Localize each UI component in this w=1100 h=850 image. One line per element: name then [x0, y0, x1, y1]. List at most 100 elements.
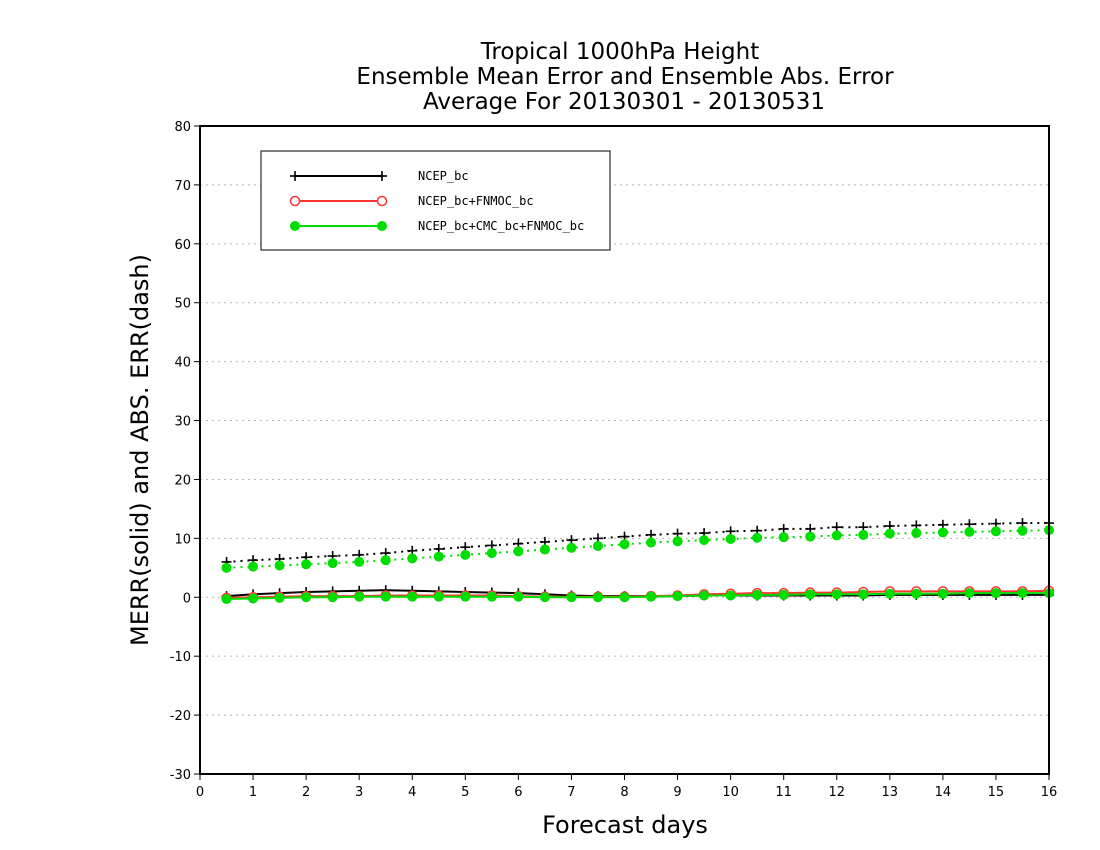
merr-point: [301, 592, 312, 603]
merr-point: [1017, 588, 1028, 599]
title-line-1: Tropical 1000hPa Height: [480, 39, 760, 65]
merr-point: [274, 592, 285, 603]
abs-err-point: [486, 548, 497, 559]
merr-point: [884, 588, 895, 599]
legend: NCEP_bc NCEP_bc+FNMOC_bc NCEP_bc+CMC_bc+FN…: [260, 150, 611, 251]
chart-title: Tropical 1000hPa Height Ensemble Mean Er…: [356, 39, 894, 115]
merr-point: [248, 593, 259, 604]
abs-err-point: [990, 526, 1001, 537]
x-tick-label: 13: [882, 785, 899, 800]
x-tick-label: 9: [673, 785, 681, 800]
y-tick-label: 70: [174, 179, 191, 194]
title-line-3: Average For 20130301 - 20130531: [423, 89, 825, 115]
legend-marker-start: [290, 221, 300, 231]
x-tick-label: 3: [355, 785, 363, 800]
abs-err-point: [937, 527, 948, 538]
merr-point: [937, 588, 948, 599]
x-tick-label: 4: [408, 785, 416, 800]
abs-err-point: [566, 542, 577, 553]
merr-point: [380, 591, 391, 602]
merr-point: [964, 588, 975, 599]
merr-point: [407, 591, 418, 602]
y-axis-ticks: -30 -20 -10 0 10 20 30 40 50 60 70 80: [170, 120, 200, 783]
abs-err-point: [646, 537, 657, 548]
merr-point: [672, 591, 683, 602]
merr-point: [646, 591, 657, 602]
abs-err-line: [226, 529, 1050, 569]
x-tick-label: 11: [775, 785, 792, 800]
merr-point: [619, 592, 630, 603]
merr-point: [433, 591, 444, 602]
merr-point: [486, 591, 497, 602]
abs-err-point: [805, 531, 816, 542]
merr-point: [513, 591, 524, 602]
abs-err-point: [619, 539, 630, 550]
x-tick-label: 8: [620, 785, 628, 800]
plot-series: [221, 518, 1055, 605]
plot-frame: [199, 125, 1050, 775]
abs-err-point: [354, 556, 365, 567]
merr-point: [831, 589, 842, 600]
title-line-2: Ensemble Mean Error and Ensemble Abs. Er…: [356, 64, 894, 90]
x-tick-label: 14: [935, 785, 952, 800]
merr-point: [778, 589, 789, 600]
abs-err-point: [725, 533, 736, 544]
abs-err-point: [301, 559, 312, 570]
merr-point: [460, 591, 471, 602]
merr-point: [327, 592, 338, 603]
x-axis-title: Forecast days: [542, 811, 708, 839]
x-tick-label: 2: [302, 785, 310, 800]
abs-err-point: [964, 526, 975, 537]
y-tick-label: -10: [170, 650, 191, 665]
abs-err-point: [407, 553, 418, 564]
merr-point: [990, 588, 1001, 599]
series-ncep-bc-cmc-bc-fnmoc-bc-abs-err: [221, 525, 1054, 573]
legend-marker-end: [377, 171, 387, 181]
y-tick-label: 50: [174, 297, 191, 312]
series-ncep-bc-abs-err: [221, 518, 1054, 567]
legend-marker-end: [377, 221, 387, 231]
legend-label: NCEP_bc: [418, 169, 469, 183]
abs-err-point: [592, 541, 603, 552]
merr-line: [226, 592, 1049, 600]
legend-entry: NCEP_bc+FNMOC_bc: [289, 194, 534, 208]
abs-err-point: [778, 532, 789, 543]
y-tick-label: 10: [174, 532, 191, 547]
y-axis-title: MERR(solid) and ABS. ERR(dash): [126, 254, 154, 646]
gridlines: [200, 184, 1049, 716]
legend-entries: NCEP_bc NCEP_bc+FNMOC_bc NCEP_bc+CMC_bc+FN…: [289, 169, 584, 233]
x-tick-label: 1: [249, 785, 257, 800]
abs-err-point: [699, 535, 710, 546]
legend-marker-start: [290, 171, 300, 181]
y-tick-label: 30: [174, 415, 191, 430]
x-axis-ticks: 0 1 2 3 4 5 6 7 8 9 10 11 12 13 14 15 16: [196, 774, 1057, 800]
abs-err-point: [831, 530, 842, 541]
x-tick-label: 6: [514, 785, 522, 800]
y-tick-label: 0: [183, 591, 191, 606]
legend-label: NCEP_bc+FNMOC_bc: [418, 194, 534, 208]
merr-point: [699, 590, 710, 601]
abs-err-point: [274, 560, 285, 571]
legend-marker-end: [376, 195, 388, 207]
abs-err-point: [884, 528, 895, 539]
abs-err-point: [911, 528, 922, 539]
merr-point: [858, 589, 869, 600]
abs-err-point: [752, 532, 763, 543]
abs-err-point: [221, 562, 232, 573]
y-tick-label: 40: [174, 356, 191, 371]
x-tick-label: 7: [567, 785, 575, 800]
x-tick-label: 16: [1041, 785, 1058, 800]
merr-point: [725, 590, 736, 601]
y-tick-label: 20: [174, 473, 191, 488]
abs-err-point: [858, 529, 869, 540]
y-tick-label: 60: [174, 238, 191, 253]
legend-entry: NCEP_bc: [290, 169, 469, 183]
x-tick-label: 10: [722, 785, 739, 800]
merr-point: [221, 594, 232, 605]
x-tick-label: 15: [988, 785, 1005, 800]
merr-point: [752, 589, 763, 600]
x-tick-label: 5: [461, 785, 469, 800]
merr-point: [911, 588, 922, 599]
merr-point: [539, 592, 550, 603]
